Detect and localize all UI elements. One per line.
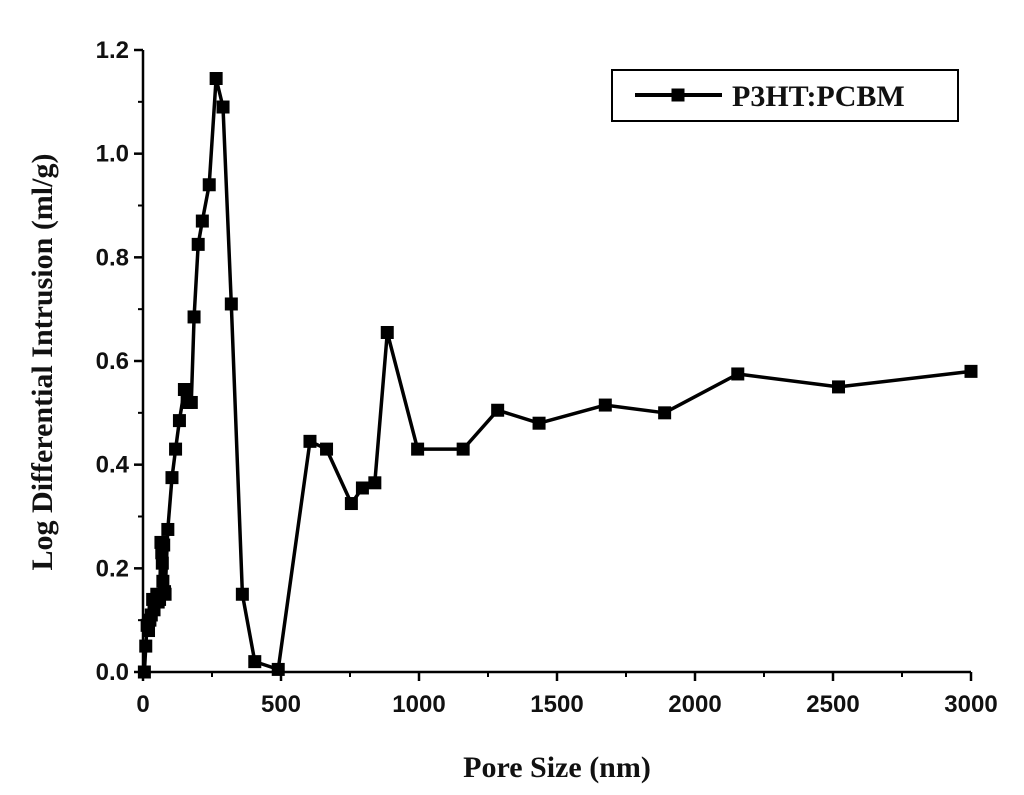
data-point xyxy=(368,476,382,490)
x-tick-label: 0 xyxy=(136,691,149,718)
data-point xyxy=(224,297,238,311)
y-tick-label: 0.4 xyxy=(96,452,130,479)
data-point xyxy=(169,442,183,456)
y-axis: 0.0 0.2 0.4 0.6 0.8 1.0 1.2 xyxy=(96,37,143,686)
x-tick-label: 1500 xyxy=(530,691,583,718)
data-point xyxy=(303,434,317,448)
y-axis-title: Log Differential Intrusion (ml/g) xyxy=(26,154,59,571)
y-tick-label: 0.0 xyxy=(96,659,129,686)
x-axis: 0 500 1000 1500 2000 2500 3000 xyxy=(136,672,998,718)
data-point xyxy=(191,237,205,251)
y-tick-label: 0.6 xyxy=(96,348,129,375)
data-point xyxy=(320,442,334,456)
data-point xyxy=(195,214,209,228)
data-point xyxy=(165,471,179,485)
y-tick-label: 0.8 xyxy=(96,244,129,271)
data-point xyxy=(161,522,175,536)
data-point xyxy=(157,538,171,552)
legend-marker xyxy=(671,88,685,102)
data-point xyxy=(411,442,425,456)
data-point xyxy=(658,406,672,420)
data-point xyxy=(184,395,198,409)
data-point xyxy=(271,662,285,676)
y-tick-label: 1.2 xyxy=(96,37,129,64)
data-point xyxy=(209,72,223,86)
data-point xyxy=(139,639,153,653)
data-point xyxy=(964,364,978,378)
data-point xyxy=(456,442,470,456)
data-point xyxy=(158,587,172,601)
plot-frame xyxy=(141,50,971,674)
data-point xyxy=(187,310,201,324)
data-point xyxy=(142,624,156,638)
x-axis-title: Pore Size (nm) xyxy=(463,751,651,784)
x-tick-label: 3000 xyxy=(944,691,997,718)
y-tick-label: 1.0 xyxy=(96,141,129,168)
y-tick-label: 0.2 xyxy=(96,555,129,582)
data-point xyxy=(532,416,546,430)
data-point xyxy=(177,383,191,397)
data-point xyxy=(172,414,186,428)
series-layer xyxy=(137,72,978,679)
series-line xyxy=(142,76,972,673)
data-point xyxy=(248,655,262,669)
x-tick-label: 2500 xyxy=(806,691,859,718)
x-tick-label: 500 xyxy=(261,691,301,718)
legend-label: P3HT:PCBM xyxy=(732,80,905,113)
x-tick-label: 1000 xyxy=(392,691,445,718)
x-tick-label: 2000 xyxy=(668,691,721,718)
data-point xyxy=(137,665,151,679)
data-point xyxy=(155,556,169,570)
data-point xyxy=(216,100,230,114)
legend: P3HT:PCBM xyxy=(611,69,959,122)
data-point xyxy=(156,574,170,588)
data-point xyxy=(344,497,358,511)
data-point xyxy=(731,367,745,381)
data-point xyxy=(380,325,394,339)
data-point xyxy=(598,398,612,412)
data-point xyxy=(235,587,249,601)
data-point xyxy=(355,481,369,495)
data-point xyxy=(832,380,846,394)
data-point xyxy=(491,403,505,417)
data-point xyxy=(202,178,216,192)
